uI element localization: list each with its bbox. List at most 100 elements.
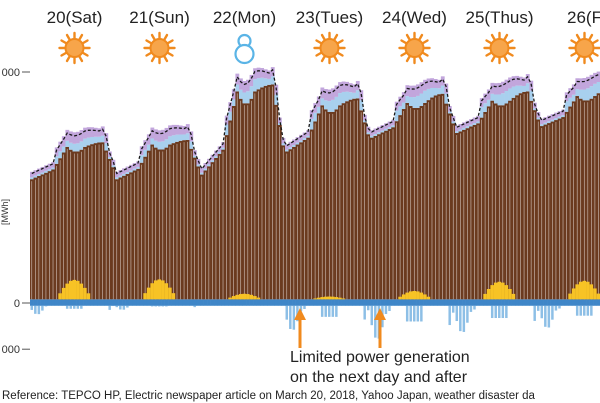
purple-bar <box>391 119 396 126</box>
base-bar <box>529 299 534 306</box>
sun-ray <box>588 55 594 63</box>
solar-bar <box>146 287 151 300</box>
annotation-arrow <box>294 308 306 348</box>
base-bar <box>285 299 289 306</box>
sun-icon <box>568 31 600 65</box>
sun-ray <box>65 33 71 41</box>
base-bar <box>465 299 470 306</box>
purple-bar <box>118 170 123 176</box>
sun-ray <box>570 51 578 57</box>
weather-icons <box>58 31 600 65</box>
pumped-bar <box>72 143 77 152</box>
pumped-bar <box>451 121 456 124</box>
base-bar <box>444 299 449 306</box>
pumped-bar <box>306 135 311 138</box>
base-bar <box>543 299 548 306</box>
base-bar <box>440 299 445 306</box>
base-bar <box>447 299 452 306</box>
solar-bar <box>235 294 240 300</box>
pumping-bar <box>547 305 551 328</box>
pumped-bar <box>419 93 424 107</box>
purple-bar <box>398 96 403 107</box>
purple-bar <box>437 79 442 89</box>
purple-bar <box>508 77 512 89</box>
pumping-bar <box>154 305 157 307</box>
pumping-bar <box>119 305 122 310</box>
pumped-bar <box>122 173 126 176</box>
solar-bar <box>153 280 158 300</box>
base-bar <box>228 299 233 306</box>
purple-bar <box>61 136 66 147</box>
sun-icon <box>58 31 91 65</box>
solar-bar <box>76 280 80 300</box>
pumped-bar <box>86 137 91 146</box>
base-bar <box>79 299 84 306</box>
sun-icon <box>313 31 346 65</box>
pumped-bar <box>238 89 243 99</box>
solar-bar <box>316 297 321 300</box>
base-bar <box>58 299 63 306</box>
sun-ray <box>503 55 509 63</box>
pumped-bar <box>210 160 215 163</box>
day-label: 20(Sat) <box>47 8 103 27</box>
pumping-bar <box>324 305 327 317</box>
purple-bar <box>483 93 488 104</box>
base-bar <box>65 299 70 306</box>
purple-bar <box>146 134 151 145</box>
base-bar <box>387 299 392 306</box>
solar-bar <box>313 298 318 300</box>
purple-bar <box>182 126 187 135</box>
pumped-bar <box>483 103 488 112</box>
purple-bar <box>476 115 481 122</box>
base-bar <box>582 299 587 306</box>
pumped-bar <box>323 100 328 110</box>
pumped-bar <box>217 151 222 154</box>
base-bar <box>394 299 399 306</box>
base-bar <box>412 299 417 306</box>
purple-bar <box>33 170 38 176</box>
base-bar <box>61 299 66 306</box>
purple-bar <box>171 124 176 136</box>
purple-bar <box>175 124 180 135</box>
sun-ray <box>570 39 578 45</box>
pumping-bar <box>320 305 324 317</box>
purple-bar <box>263 69 268 79</box>
pumping-bar <box>536 305 540 311</box>
purple-bar <box>281 137 286 144</box>
base-bar <box>277 299 282 306</box>
base-bar <box>341 299 346 306</box>
pumped-bar <box>462 127 466 130</box>
purple-bar <box>37 168 41 175</box>
arrow-head <box>374 308 386 320</box>
solar-bar <box>231 296 236 300</box>
pumped-bar <box>68 142 73 150</box>
demand-line <box>31 68 600 175</box>
purple-bar <box>525 74 530 84</box>
pumped-bar <box>437 88 442 95</box>
base-bar <box>408 299 413 306</box>
purple-bar <box>292 139 296 145</box>
purple-bar <box>348 83 353 93</box>
pumped-bar <box>246 91 250 104</box>
base-bar <box>221 299 226 306</box>
sun-ray <box>336 39 344 45</box>
sun-ray <box>65 55 71 63</box>
pumped-bar <box>93 136 98 144</box>
pumped-bar <box>490 93 495 101</box>
pumped-bar <box>355 90 360 99</box>
purple-bar <box>316 96 321 107</box>
pumped-bar <box>497 94 502 106</box>
purple-bar <box>221 142 226 148</box>
base-bar <box>274 299 279 306</box>
base-bar <box>316 299 321 306</box>
purple-bar <box>231 89 236 100</box>
purple-bar <box>189 131 194 142</box>
purple-bar <box>596 71 600 82</box>
pumped-bar <box>214 156 219 158</box>
pumped-bar <box>398 106 403 116</box>
base-bar <box>68 299 73 306</box>
sun-ray <box>315 39 323 45</box>
purple-bar <box>501 81 505 94</box>
sun-disc <box>574 38 595 58</box>
pumped-bar <box>408 96 413 107</box>
